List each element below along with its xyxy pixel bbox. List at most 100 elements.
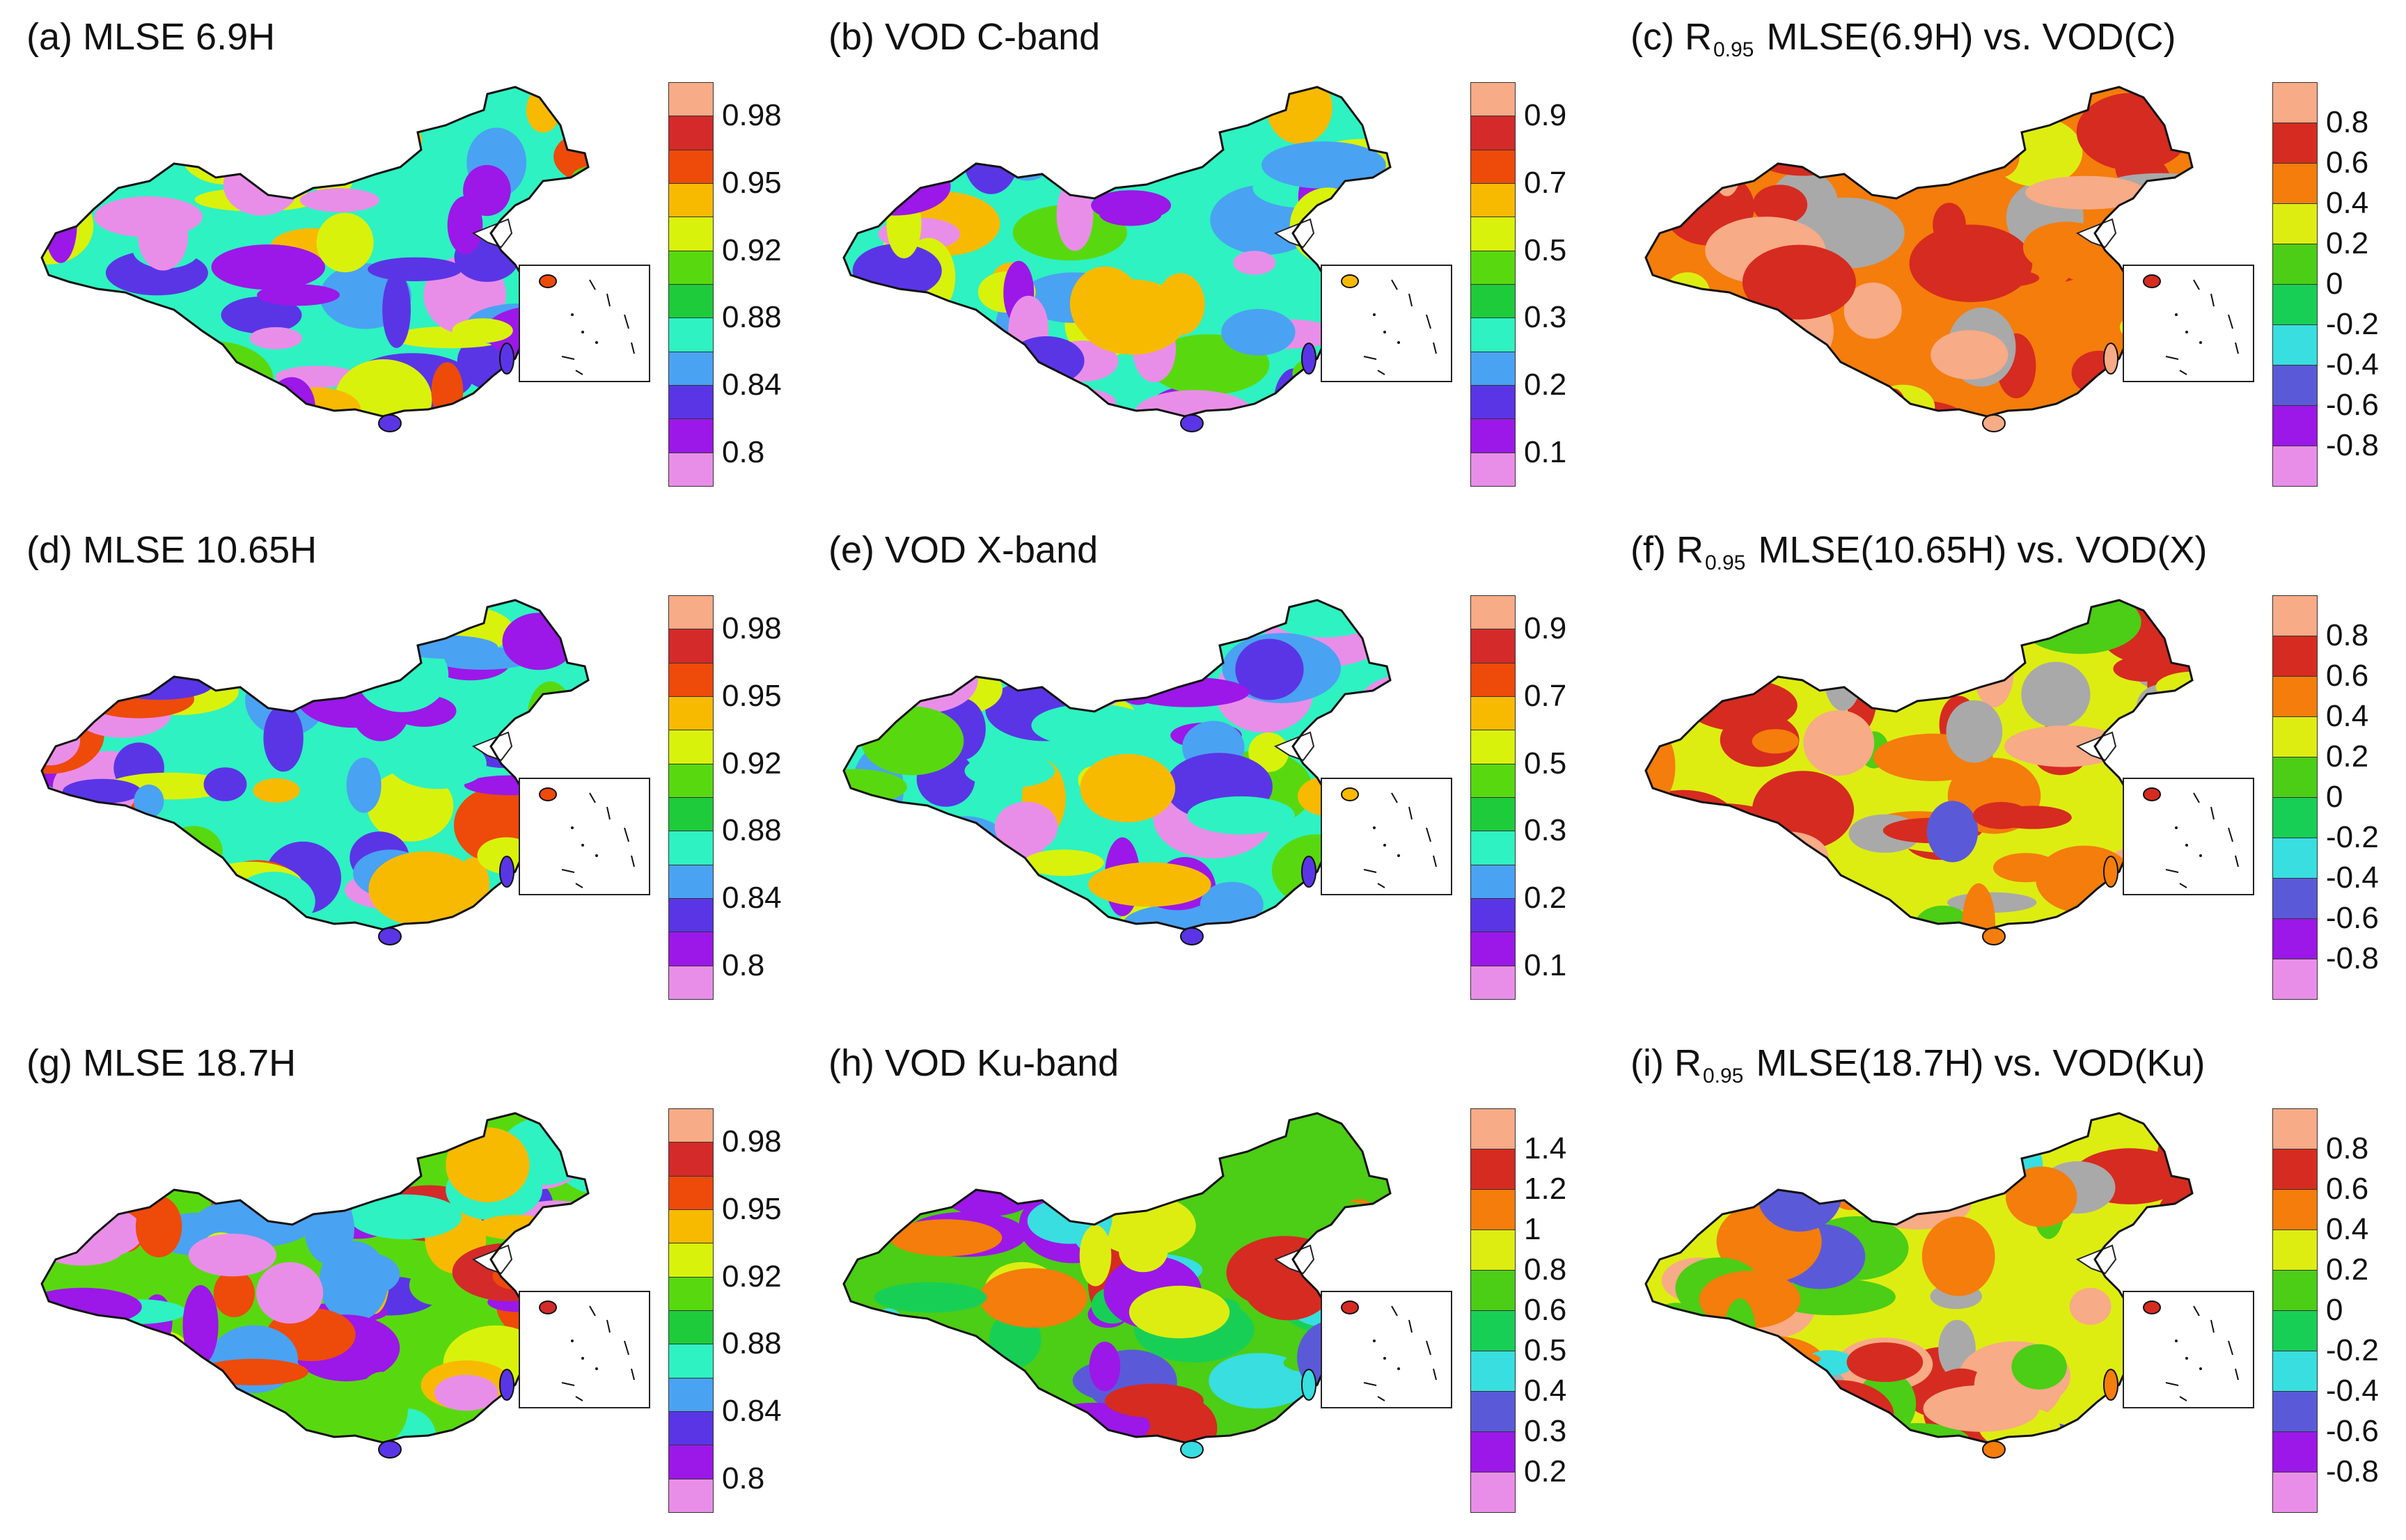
legend-color-swatch	[668, 250, 714, 285]
map-region-patch	[1128, 677, 1250, 707]
map-region-patch	[1140, 1155, 1205, 1177]
legend-color-swatch	[2272, 1108, 2318, 1149]
legend-color-swatch	[668, 1108, 714, 1143]
map-region-patch	[475, 1215, 556, 1240]
map-region-patch	[1088, 862, 1211, 907]
map-region-patch	[1763, 904, 1853, 929]
legend-color-swatch	[668, 696, 714, 731]
map-region-patch	[68, 340, 148, 405]
south-china-sea-inset	[519, 1291, 650, 1408]
taiwan-island	[2103, 343, 2118, 375]
legend-color-swatch	[1470, 932, 1516, 966]
taiwan-island	[499, 343, 514, 375]
country-outline	[842, 86, 1392, 418]
map-region-patch	[1711, 1116, 1742, 1193]
map-region-patch	[1080, 753, 1176, 823]
map-region-patch	[58, 1346, 163, 1390]
panel-title-text: (b) VOD C-band	[828, 16, 1101, 58]
map-region-patch	[205, 128, 283, 166]
legend-tick-label: 0.98	[722, 1124, 782, 1159]
legend-tick-label: 0.9	[1524, 98, 1567, 133]
map-region-patch	[331, 1168, 395, 1207]
map-region-patch	[1734, 382, 1779, 416]
map-region-patch	[1823, 641, 1862, 712]
panel-title: (b) VOD C-band	[828, 15, 1100, 58]
map-region-patch	[2200, 207, 2258, 247]
map-region-patch	[1853, 1440, 1914, 1443]
map-region-patch	[877, 409, 979, 416]
legend-tick-label: -0.4	[2326, 861, 2379, 895]
legend-color-swatch	[2272, 324, 2318, 366]
south-china-sea-inset	[1321, 265, 1452, 382]
map-region-patch	[987, 624, 1112, 649]
map-region-patch	[1099, 202, 1162, 226]
map-region-patch	[155, 341, 274, 416]
map-region-patch	[1752, 729, 1799, 754]
map-region-patch	[1646, 400, 1759, 416]
legend-color-swatch	[2272, 878, 2318, 919]
map-region-patch	[1031, 704, 1152, 747]
bohai-sea	[1273, 731, 1315, 762]
map-region-patch	[1656, 620, 1687, 641]
legend-tick-label: -0.2	[2326, 820, 2379, 854]
map-region-patch	[1993, 853, 2059, 883]
map-region-patch	[534, 219, 588, 256]
legend-tick-label: 0.92	[722, 233, 782, 267]
legend-tick-label: 0.4	[2326, 1212, 2369, 1246]
map-region-patch	[182, 1284, 219, 1366]
map-region-patch	[1782, 368, 1826, 416]
map-region-patch	[345, 1120, 434, 1169]
map-region-patch	[1654, 1323, 1690, 1361]
panel-title-rest: MLSE(10.65H) vs. VOD(X)	[1758, 529, 2208, 571]
legend-tick-label: 0.9	[1524, 611, 1567, 646]
legend-color-swatch	[668, 1445, 714, 1479]
map-region-patch	[1129, 1285, 1230, 1339]
map-region-patch	[1069, 266, 1141, 342]
map-region-patch	[2069, 1287, 2112, 1325]
map-region-patch	[299, 188, 379, 212]
map-region-patch	[1752, 184, 1808, 225]
map-region-patch	[189, 391, 265, 416]
map-region-patch	[1946, 700, 2003, 763]
legend-tick-label: -0.8	[2326, 941, 2379, 975]
map-region-patch	[925, 1380, 969, 1443]
map-region-patch	[114, 903, 198, 929]
legend-color-swatch	[668, 1276, 714, 1311]
map-region-patch	[1067, 600, 1185, 654]
legend-tick-label: 0.2	[2326, 739, 2369, 773]
legend-tick-label: -0.6	[2326, 1414, 2379, 1448]
panel-title-text: (a) MLSE 6.9H	[26, 16, 276, 58]
map-region-patch	[1846, 1342, 1924, 1382]
map-region-patch	[872, 815, 966, 841]
hainan-island	[1180, 1440, 1204, 1459]
legend-color-swatch	[668, 183, 714, 218]
legend-tick-label: -0.6	[2326, 901, 2379, 935]
legend-tick-label: -0.2	[2326, 1333, 2379, 1367]
legend-color-swatch	[1470, 385, 1516, 420]
bohai-sea	[2075, 218, 2117, 249]
map-region-patch	[1646, 1392, 1730, 1420]
legend-tick-label: 0.5	[1524, 1333, 1567, 1367]
legend-tick-label: 0.8	[2326, 1131, 2369, 1165]
legend-color-swatch	[668, 629, 714, 663]
legend-tick-label: 0.88	[722, 300, 782, 335]
legend-color-swatch	[668, 351, 714, 386]
color-legend: 0.8 0.6 0.4 0.2 0 -0.2 -0.4 -0.6 -0.8	[2251, 1108, 2379, 1513]
map-region-patch	[334, 359, 432, 416]
legend-color-swatch	[1470, 696, 1516, 731]
legend-color-swatch	[2272, 838, 2318, 879]
map-region-patch	[563, 908, 588, 929]
taiwan-island	[2103, 856, 2118, 888]
map-region-patch	[211, 244, 326, 290]
south-china-sea-inset	[2123, 1291, 2254, 1408]
map-region-patch	[1715, 1335, 1824, 1386]
map-region-patch	[973, 909, 1028, 929]
legend-color-swatch	[1470, 1229, 1516, 1271]
panel-c: (c) R0.95 MLSE(6.9H) vs. VOD(C) 0.8 0.6 0.4 0…	[1604, 0, 2406, 513]
map-region-patch	[1784, 1395, 1827, 1443]
legend-color-swatch	[2272, 1189, 2318, 1230]
map-region-patch	[346, 757, 382, 813]
legend-color-swatch	[668, 82, 714, 117]
map-region-patch	[1371, 1210, 1390, 1278]
map-region-patch	[2155, 1184, 2192, 1263]
